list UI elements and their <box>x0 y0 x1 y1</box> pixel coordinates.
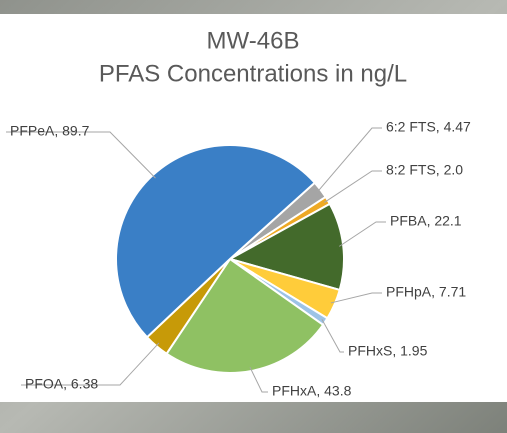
data-label: 8:2 FTS, 2.0 <box>386 162 463 178</box>
data-label: PFOA, 6.38 <box>25 376 98 392</box>
chart: MW-46B PFAS Concentrations in ng/L 6:2 F… <box>0 0 507 433</box>
data-label: PFHxS, 1.95 <box>348 343 428 359</box>
data-label: PFPeA, 89.7 <box>10 123 90 139</box>
data-label: PFHpA, 7.71 <box>386 284 466 300</box>
data-label: 6:2 FTS, 4.47 <box>386 119 471 135</box>
data-label: PFBA, 22.1 <box>390 213 462 229</box>
data-label: PFHxA, 43.8 <box>272 383 352 399</box>
chart-subtitle: PFAS Concentrations in ng/L <box>99 60 407 87</box>
chart-title: MW-46B <box>207 27 300 54</box>
